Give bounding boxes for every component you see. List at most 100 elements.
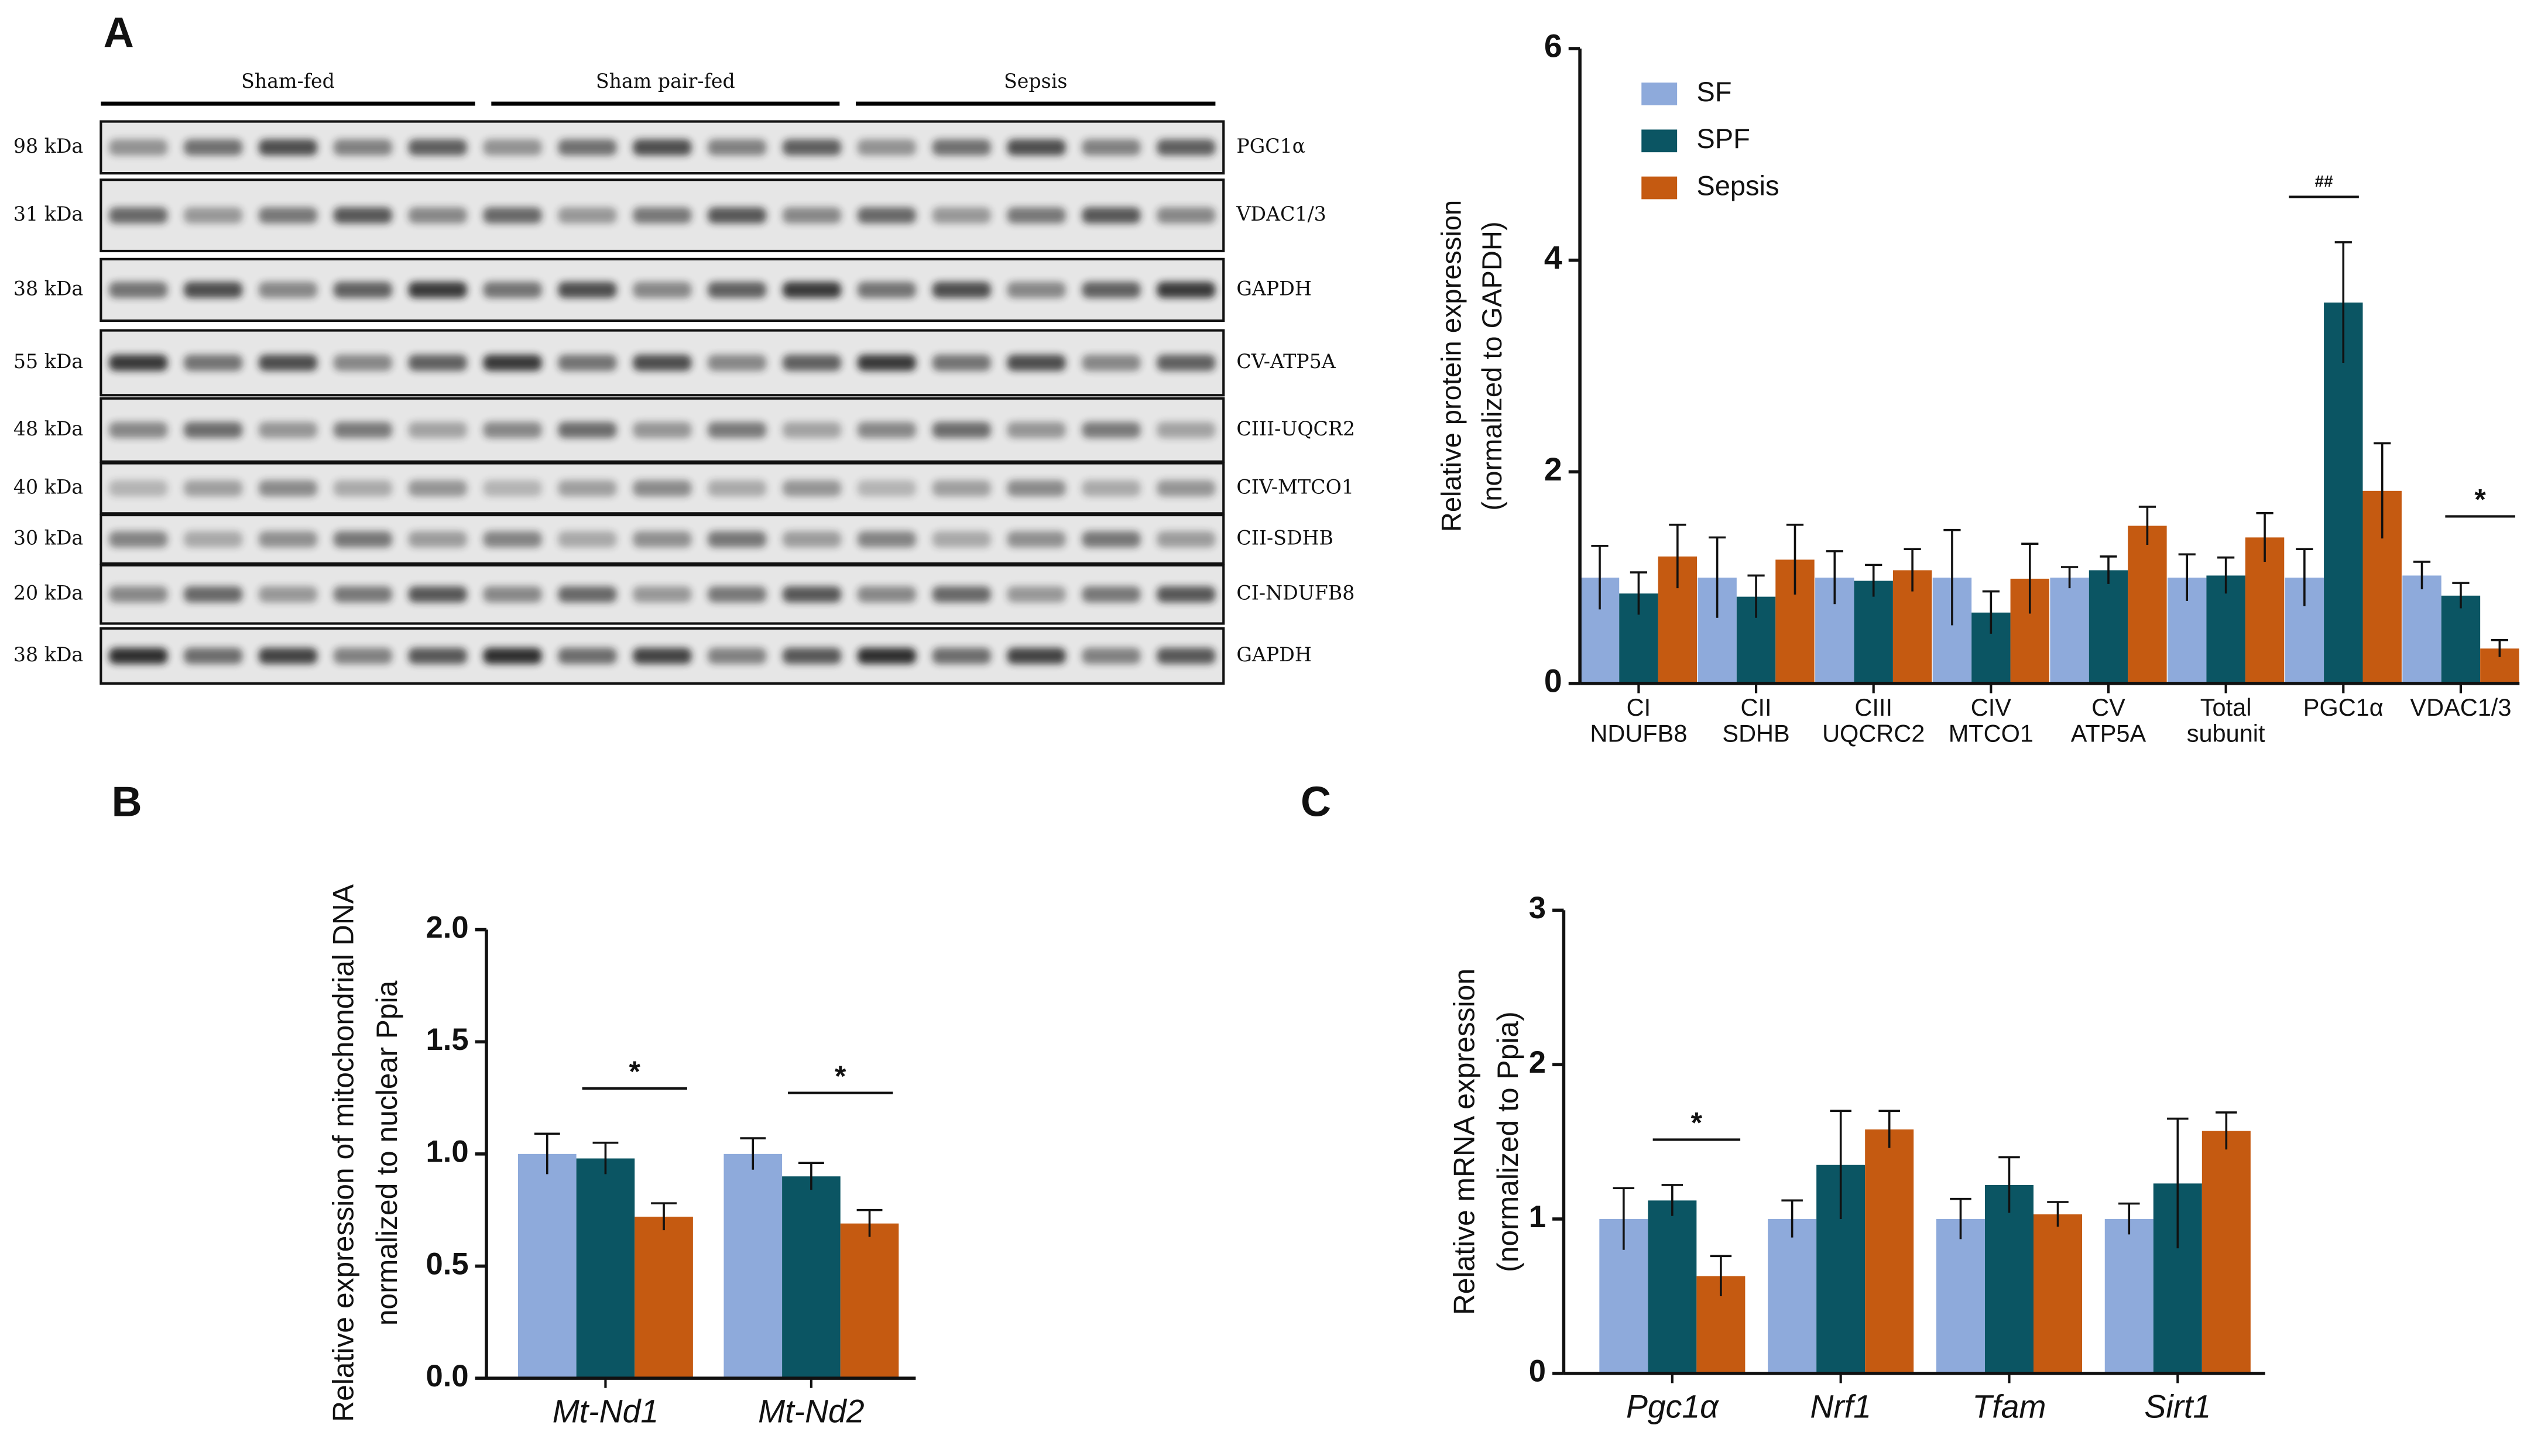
blot-band <box>558 355 617 371</box>
y-tick-label: 2 <box>1529 1045 1546 1080</box>
y-tick-label: 0.5 <box>426 1246 468 1281</box>
group-label: Sham-fed <box>241 70 335 92</box>
blot-band <box>483 531 542 548</box>
blot-band <box>408 355 467 371</box>
y-tick-label: 1.0 <box>426 1135 468 1169</box>
blot-band <box>258 531 318 548</box>
blot-band <box>109 421 168 438</box>
blot-band <box>857 531 916 548</box>
y-axis-label: (normalized to GAPDH) <box>1476 221 1507 510</box>
error-bar <box>2178 553 2196 601</box>
legend-swatch <box>1641 83 1678 105</box>
bar <box>635 1217 693 1379</box>
x-tick-label: SDHB <box>1722 719 1789 747</box>
error-bar <box>1904 548 1921 592</box>
panel-label: B <box>112 778 142 825</box>
error-bar <box>1613 1187 1635 1250</box>
group-label: Sham pair-fed <box>596 70 735 92</box>
blot-band <box>333 139 392 156</box>
blot-band <box>408 648 467 664</box>
error-bar <box>2452 582 2470 609</box>
blot-band <box>558 421 617 438</box>
blot-band <box>857 480 916 497</box>
blot-band <box>408 139 467 156</box>
blot-band <box>857 281 916 298</box>
blot-band <box>184 531 243 548</box>
blot-band <box>932 531 991 548</box>
significance-label: ## <box>2315 172 2333 190</box>
error-bar <box>2256 511 2273 562</box>
blot-band <box>782 586 842 603</box>
blot-band <box>633 586 692 603</box>
x-tick-label: Sirt1 <box>2144 1388 2211 1424</box>
bar <box>2441 595 2481 684</box>
error-bar <box>534 1132 560 1175</box>
blot-band <box>109 355 168 371</box>
x-tick-label: Mt-Nd1 <box>553 1393 659 1430</box>
bar <box>2128 526 2167 684</box>
bar <box>1854 581 1893 684</box>
x-tick-label: PGC1α <box>2303 693 2384 721</box>
blot-band <box>782 480 842 497</box>
bar <box>1768 1219 1817 1373</box>
blot-band <box>333 480 392 497</box>
x-tick-label: CIII <box>1854 693 1892 721</box>
y-tick-label: 3 <box>1529 891 1546 925</box>
blot-band <box>258 648 318 664</box>
blot-band <box>782 531 842 548</box>
y-axis-label: normalized to nuclear Ppia <box>371 980 403 1325</box>
blot-band <box>258 421 318 438</box>
blot-band <box>483 421 542 438</box>
error-bar <box>856 1208 883 1237</box>
bar <box>576 1158 635 1379</box>
significance-label: * <box>1691 1107 1703 1139</box>
error-bar <box>1781 1199 1803 1238</box>
significance-label: * <box>835 1060 846 1093</box>
error-bar <box>2047 1201 2069 1227</box>
blot-band <box>932 139 991 156</box>
error-bar <box>1710 1255 1732 1296</box>
legend-swatch <box>1641 176 1678 200</box>
blot-band <box>258 355 318 371</box>
blot-band <box>932 421 991 438</box>
blot-band <box>483 586 542 603</box>
y-tick-label: 0 <box>1544 663 1562 699</box>
blot-band <box>782 207 842 224</box>
blot-band <box>633 139 692 156</box>
blot-band <box>483 648 542 664</box>
blot-band <box>184 355 243 371</box>
error-bar <box>2216 1111 2237 1150</box>
blot-band <box>708 207 767 224</box>
blot-band <box>1007 207 1066 224</box>
error-bar <box>1865 564 1882 597</box>
blot-band <box>708 139 767 156</box>
error-bar <box>1661 1184 1683 1216</box>
blot-band <box>184 586 243 603</box>
blot-band <box>708 648 767 664</box>
y-tick-label: 2 <box>1544 451 1562 487</box>
blot-band <box>408 281 467 298</box>
blot-band <box>1007 355 1066 371</box>
blot-band <box>782 648 842 664</box>
blot-band <box>558 480 617 497</box>
blot-band <box>258 207 318 224</box>
x-tick-label: subunit <box>2187 719 2265 747</box>
blot-band <box>1082 421 1141 438</box>
blot-band <box>184 421 243 438</box>
blot-band <box>1007 480 1066 497</box>
blot-band <box>408 207 467 224</box>
blot-band <box>708 480 767 497</box>
blot-band <box>184 281 243 298</box>
kda-label: 38 kDa <box>13 643 83 666</box>
blot-band <box>782 281 842 298</box>
blot-band <box>109 480 168 497</box>
blot-band <box>1157 480 1216 497</box>
bar <box>1936 1219 1985 1373</box>
blot-band <box>558 207 617 224</box>
error-bar <box>1830 1110 1851 1220</box>
error-bar <box>2060 566 2079 589</box>
blot-band <box>782 139 842 156</box>
protein-label: GAPDH <box>1236 643 1311 666</box>
significance-label: * <box>629 1055 641 1088</box>
y-tick-label: 1.5 <box>426 1022 468 1057</box>
